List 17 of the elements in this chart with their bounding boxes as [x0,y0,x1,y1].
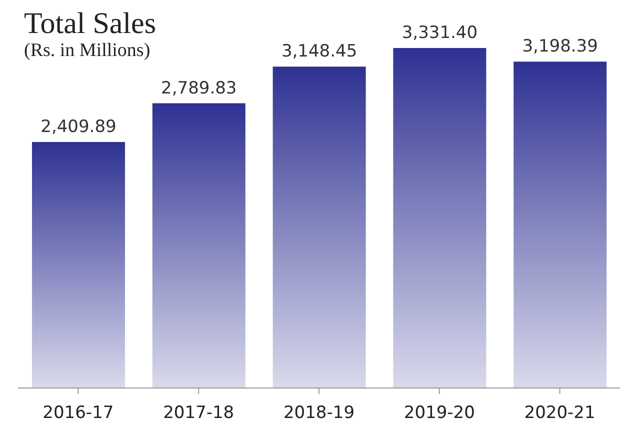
x-tick-label: 2016-17 [42,403,114,424]
bar [393,48,486,388]
chart-title: Total Sales [24,7,156,40]
data-label: 3,148.45 [281,42,358,62]
x-tick-label: 2017-18 [163,403,234,424]
bar [32,142,125,388]
data-label: 3,198.39 [522,36,598,57]
bar [514,62,607,388]
x-tick-label: 2020-21 [524,403,596,424]
data-label: 2,409.89 [40,117,116,138]
chart-subtitle: (Rs. in Millions) [24,40,152,62]
data-label: 2,789.83 [161,78,237,98]
x-tick-label: 2018-19 [283,403,355,424]
data-label: 3,331.40 [402,23,478,43]
bar [152,103,246,388]
x-tick-label: 2019-20 [404,403,475,424]
bar [272,66,366,388]
